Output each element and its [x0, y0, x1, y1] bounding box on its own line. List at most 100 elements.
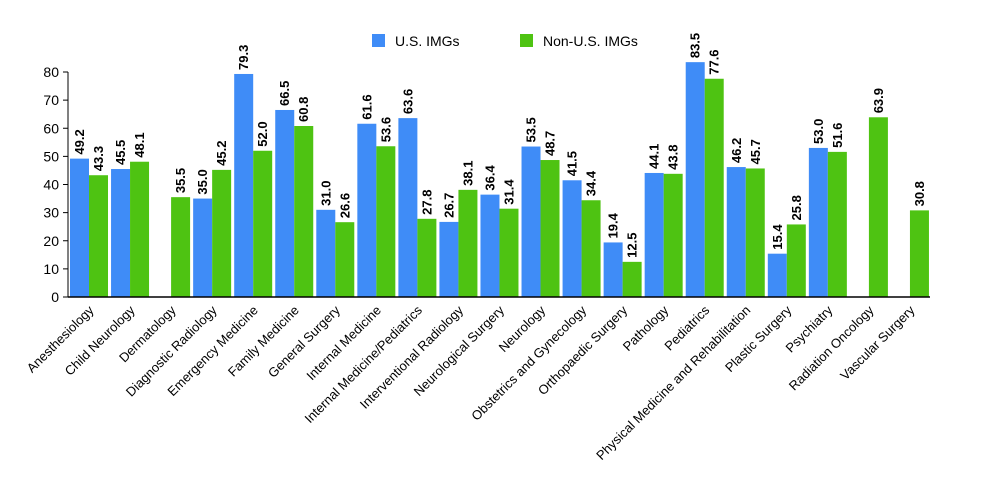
x-tick-label-physical-medicine-and-rehabilitation: Physical Medicine and Rehabilitation	[593, 303, 753, 463]
bar-non-u-s-imgs-plastic-surgery	[786, 224, 806, 297]
y-tick-label: 50	[43, 148, 59, 164]
bar-non-u-s-imgs-obstetrics-and-gynecology	[581, 200, 601, 297]
value-label-u-s-imgs-obstetrics-and-gynecology: 41.5	[565, 151, 580, 176]
x-tick-label-internal-medicine: Internal Medicine	[303, 303, 384, 384]
value-label-u-s-imgs-plastic-surgery: 15.4	[770, 224, 785, 250]
value-label-non-u-s-imgs-internal-medicine: 53.6	[378, 117, 393, 142]
value-label-non-u-s-imgs-pediatrics: 77.6	[707, 49, 722, 74]
y-tick-label: 10	[43, 261, 59, 277]
value-label-u-s-imgs-interventional-radiology: 26.7	[441, 193, 456, 218]
value-label-u-s-imgs-neurology: 53.5	[524, 117, 539, 142]
bar-non-u-s-imgs-radiation-oncology	[868, 117, 888, 297]
y-tick-label: 70	[43, 92, 59, 108]
bar-u-s-imgs-general-surgery	[316, 209, 336, 297]
value-label-non-u-s-imgs-general-surgery: 26.6	[337, 193, 352, 218]
value-label-u-s-imgs-emergency-medicine: 79.3	[236, 45, 251, 70]
bar-u-s-imgs-physical-medicine-and-rehabilitation	[726, 167, 746, 297]
x-tick-label-child-neurology: Child Neurology	[62, 302, 138, 378]
bar-u-s-imgs-emergency-medicine	[234, 73, 254, 297]
value-label-non-u-s-imgs-plastic-surgery: 25.8	[789, 195, 804, 220]
value-label-non-u-s-imgs-dermatology: 35.5	[173, 168, 188, 193]
value-label-non-u-s-imgs-child-neurology: 48.1	[132, 132, 147, 157]
bar-u-s-imgs-diagnostic-radiology	[193, 198, 213, 297]
bar-non-u-s-imgs-internal-medicine-pediatrics	[417, 218, 437, 297]
value-label-u-s-imgs-general-surgery: 31.0	[318, 181, 333, 206]
bar-non-u-s-imgs-physical-medicine-and-rehabilitation	[745, 168, 765, 297]
bar-u-s-imgs-plastic-surgery	[767, 253, 787, 297]
bar-u-s-imgs-orthopaedic-surgery	[603, 242, 623, 297]
bar-u-s-imgs-internal-medicine-pediatrics	[398, 118, 418, 297]
value-label-u-s-imgs-physical-medicine-and-rehabilitation: 46.2	[729, 138, 744, 163]
bar-u-s-imgs-obstetrics-and-gynecology	[562, 180, 582, 297]
value-label-u-s-imgs-diagnostic-radiology: 35.0	[195, 169, 210, 194]
bar-u-s-imgs-pediatrics	[685, 62, 705, 297]
value-label-non-u-s-imgs-diagnostic-radiology: 45.2	[214, 141, 229, 166]
value-label-non-u-s-imgs-neurological-surgery: 31.4	[501, 179, 516, 205]
bar-non-u-s-imgs-general-surgery	[335, 222, 355, 297]
legend-swatch-non-us-imgs	[520, 34, 533, 47]
value-label-non-u-s-imgs-pathology: 43.8	[666, 145, 681, 170]
value-label-non-u-s-imgs-anesthesiology: 43.3	[91, 146, 106, 171]
bar-u-s-imgs-family-medicine	[275, 109, 295, 297]
value-label-u-s-imgs-pathology: 44.1	[647, 144, 662, 169]
value-label-u-s-imgs-psychiatry: 53.0	[811, 119, 826, 144]
value-label-u-s-imgs-pediatrics: 83.5	[688, 33, 703, 58]
bar-non-u-s-imgs-psychiatry	[827, 151, 847, 297]
bar-u-s-imgs-neurological-surgery	[480, 194, 500, 297]
bar-non-u-s-imgs-pediatrics	[704, 78, 724, 297]
y-tick-label: 40	[43, 177, 59, 193]
bar-non-u-s-imgs-dermatology	[171, 197, 191, 297]
bar-u-s-imgs-internal-medicine	[357, 123, 377, 297]
y-tick-label: 80	[43, 64, 59, 80]
value-label-u-s-imgs-neurological-surgery: 36.4	[482, 165, 497, 191]
bar-u-s-imgs-neurology	[521, 146, 541, 297]
bar-non-u-s-imgs-internal-medicine	[376, 146, 396, 297]
bar-u-s-imgs-psychiatry	[808, 147, 828, 297]
value-labels: 49.2 43.3 45.5 48.1 35.5 35.0 45.2 79.3 52.0 66.5…	[72, 33, 927, 258]
bar-non-u-s-imgs-vascular-surgery	[909, 210, 929, 297]
bars	[70, 62, 929, 297]
y-tick-label: 0	[51, 289, 59, 305]
bar-u-s-imgs-child-neurology	[111, 169, 131, 297]
legend-label-us-imgs: U.S. IMGs	[395, 33, 460, 49]
value-label-u-s-imgs-orthopaedic-surgery: 19.4	[606, 212, 621, 238]
value-label-non-u-s-imgs-neurology: 48.7	[543, 131, 558, 156]
bar-non-u-s-imgs-neurological-surgery	[499, 208, 519, 297]
x-tick-label-family-medicine: Family Medicine	[225, 303, 302, 380]
value-label-non-u-s-imgs-family-medicine: 60.8	[296, 97, 311, 122]
value-label-u-s-imgs-child-neurology: 45.5	[113, 140, 128, 165]
bar-u-s-imgs-anesthesiology	[70, 158, 89, 297]
bar-non-u-s-imgs-orthopaedic-surgery	[622, 261, 642, 297]
x-tick-label-vascular-surgery: Vascular Surgery	[837, 302, 918, 383]
value-label-non-u-s-imgs-vascular-surgery: 30.8	[912, 181, 927, 206]
y-tick-label: 30	[43, 205, 59, 221]
value-label-non-u-s-imgs-internal-medicine-pediatrics: 27.8	[419, 190, 434, 215]
legend-label-non-us-imgs: Non-U.S. IMGs	[543, 33, 638, 49]
value-label-non-u-s-imgs-orthopaedic-surgery: 12.5	[625, 233, 640, 258]
bar-u-s-imgs-pathology	[644, 172, 664, 297]
bar-non-u-s-imgs-family-medicine	[294, 126, 314, 297]
value-label-u-s-imgs-internal-medicine-pediatrics: 63.6	[400, 89, 415, 114]
value-label-non-u-s-imgs-radiation-oncology: 63.9	[871, 88, 886, 113]
value-label-u-s-imgs-anesthesiology: 49.2	[72, 129, 87, 154]
value-label-non-u-s-imgs-obstetrics-and-gynecology: 34.4	[584, 170, 599, 196]
y-tick-label: 20	[43, 233, 59, 249]
value-label-u-s-imgs-family-medicine: 66.5	[277, 81, 292, 106]
value-label-non-u-s-imgs-physical-medicine-and-rehabilitation: 45.7	[748, 139, 763, 164]
legend: U.S. IMGs Non-U.S. IMGs	[372, 33, 638, 49]
bar-non-u-s-imgs-diagnostic-radiology	[212, 169, 232, 297]
legend-swatch-us-imgs	[372, 34, 385, 47]
bar-non-u-s-imgs-neurology	[540, 160, 560, 297]
value-label-non-u-s-imgs-interventional-radiology: 38.1	[460, 161, 475, 186]
value-label-non-u-s-imgs-emergency-medicine: 52.0	[255, 121, 270, 146]
bar-non-u-s-imgs-interventional-radiology	[458, 189, 478, 297]
bar-non-u-s-imgs-emergency-medicine	[253, 150, 273, 297]
bar-u-s-imgs-interventional-radiology	[439, 221, 459, 297]
y-tick-label: 60	[43, 120, 59, 136]
value-label-non-u-s-imgs-psychiatry: 51.6	[830, 123, 845, 148]
bar-non-u-s-imgs-anesthesiology	[89, 175, 108, 297]
bar-non-u-s-imgs-child-neurology	[130, 161, 150, 297]
y-axis: 0 10 20 30 40 50 60 70 80	[43, 64, 69, 305]
x-tick-label-general-surgery: General Surgery	[265, 302, 343, 380]
